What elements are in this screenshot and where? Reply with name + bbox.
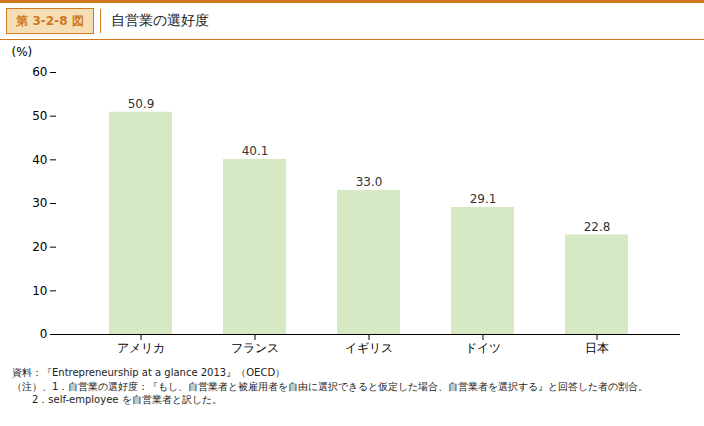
svg-text:22.8: 22.8: [584, 220, 611, 234]
html-text:2．self-employee を自営業者と訳した。: 2．self-employee を自営業者と訳した。: [12, 394, 222, 405]
svg-text:50: 50: [32, 109, 47, 123]
svg-text:0: 0: [40, 327, 48, 341]
svg-text:30: 30: [32, 196, 47, 210]
svg-text:日本: 日本: [585, 341, 609, 355]
html-text:（注）、1．自営業の選好度：『もし、自営業者と被雇用者を自由: （注）、1．自営業の選好度：『もし、自営業者と被雇用者を自由に選択できると仮定し…: [12, 380, 649, 392]
svg-text:20: 20: [32, 240, 47, 254]
svg-text:10: 10: [32, 284, 47, 298]
svg-text:イギリス: イギリス: [345, 341, 393, 355]
svg-text:アメリカ: アメリカ: [117, 341, 165, 355]
svg-text:(%): (%): [12, 45, 33, 59]
svg-text:40.1: 40.1: [242, 144, 269, 158]
svg-text:60: 60: [32, 65, 47, 79]
svg-text:50.9: 50.9: [128, 97, 155, 111]
html-text:資料：『Entrepreneurship at a glan: 資料：『Entrepreneurship at a glance 2013』（O…: [12, 367, 286, 378]
svg-text:フランス: フランス: [231, 341, 279, 355]
svg-text:ドイツ: ドイツ: [465, 341, 501, 355]
svg-text:33.0: 33.0: [356, 175, 383, 189]
svg-text:29.1: 29.1: [470, 192, 497, 206]
html-text:自営業の選好度: 自営業の選好度: [111, 12, 209, 28]
svg-text:40: 40: [32, 153, 47, 167]
html-text:第 3-2-8 図: 第 3-2-8 図: [16, 13, 84, 28]
